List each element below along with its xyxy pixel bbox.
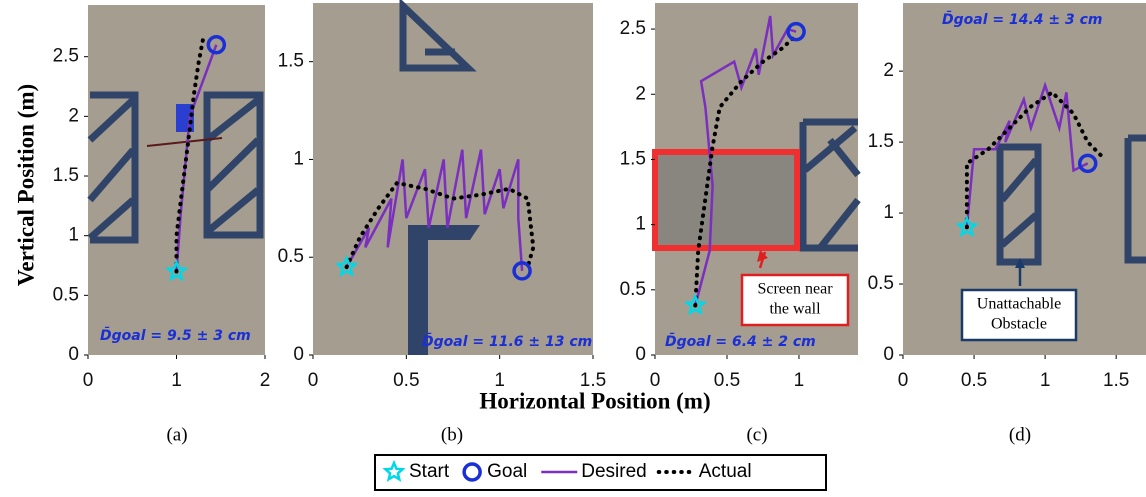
x-tick-label: 0 (650, 370, 661, 391)
y-tick-label: 2.5 (53, 46, 79, 67)
goal-error: D̄goal = 11.6 ± 13 cm (422, 331, 592, 350)
y-tick-label: 2 (635, 83, 646, 104)
goal-error: D̄goal = 14.4 ± 3 cm (942, 9, 1103, 28)
caption: (a) (166, 424, 187, 445)
y-tick-label: 1.5 (868, 131, 894, 152)
caption: (d) (1009, 424, 1031, 445)
x-tick-label: 1.5 (1103, 370, 1129, 391)
y-tick-label: 0.5 (278, 246, 304, 267)
y-tick-label: 0 (293, 344, 304, 365)
caption: (b) (441, 424, 463, 445)
goal-error: D̄goal = 9.5 ± 3 cm (100, 325, 251, 344)
legend-label: Desired (581, 461, 646, 482)
y-tick-label: 1 (293, 148, 304, 169)
callout-text: Unattachable (977, 296, 1061, 313)
x-tick-label: 0 (83, 370, 94, 391)
y-tick-label: 2.5 (620, 18, 646, 39)
figure: Vertical Position (m) Horizontal Positio… (0, 0, 1146, 492)
y-tick-label: 1.5 (620, 148, 646, 169)
y-tick-label: 0.5 (53, 284, 79, 305)
photo (88, 5, 265, 355)
x-tick-label: 1 (171, 370, 182, 391)
y-tick-label: 1.5 (278, 51, 304, 72)
x-axis-label: Horizontal Position (m) (479, 388, 710, 413)
y-tick-label: 0 (68, 344, 79, 365)
callout-text: the wall (769, 301, 821, 318)
y-tick-label: 1 (68, 225, 79, 246)
x-tick-label: 0.5 (714, 370, 740, 391)
callout-text: Obstacle (991, 316, 1047, 333)
y-tick-label: 2 (883, 60, 894, 81)
callout-text: Screen near (757, 281, 833, 298)
caption: (c) (746, 424, 767, 445)
x-tick-label: 1.5 (580, 370, 606, 391)
x-tick-label: 0.5 (393, 370, 419, 391)
legend-label: Start (409, 461, 450, 482)
y-tick-label: 0.5 (868, 273, 894, 294)
x-tick-label: 1 (1040, 370, 1051, 391)
legend-label: Goal (487, 461, 527, 482)
y-tick-label: 1 (883, 202, 894, 223)
y-tick-label: 0 (635, 344, 646, 365)
y-tick-label: 0.5 (620, 279, 646, 300)
goal-error: D̄goal = 6.4 ± 2 cm (665, 331, 816, 350)
x-tick-label: 1 (794, 370, 805, 391)
y-tick-label: 1.5 (53, 165, 79, 186)
y-axis-label: Vertical Position (m) (13, 84, 38, 286)
y-tick-label: 0 (883, 344, 894, 365)
x-tick-label: 1 (494, 370, 505, 391)
legend-label: Actual (699, 461, 752, 482)
x-tick-label: 2 (260, 370, 271, 391)
x-tick-label: 0 (308, 370, 319, 391)
y-tick-label: 2 (68, 105, 79, 126)
y-tick-label: 1 (635, 214, 646, 235)
x-tick-label: 0.5 (961, 370, 987, 391)
x-tick-label: 0 (898, 370, 909, 391)
